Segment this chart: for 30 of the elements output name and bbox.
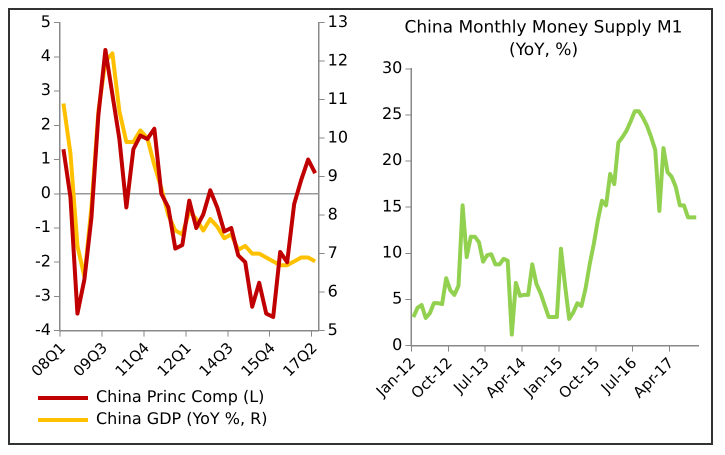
y2-tick-label: 5	[328, 320, 338, 339]
y2-tick-label: 7	[328, 242, 338, 262]
y-tick-label: 5	[40, 12, 51, 31]
y-tick-label: -2	[35, 251, 51, 270]
y-tick-label: 20	[382, 150, 402, 170]
y-tick-label: -1	[35, 217, 51, 236]
y-tick-label: 0	[40, 182, 51, 202]
y-tick-label: 3	[40, 80, 51, 100]
y2-tick-label: 8	[328, 204, 338, 224]
y-tick-label: 4	[40, 46, 51, 65]
y-tick-label: 0	[392, 334, 402, 354]
y2-tick-label: 12	[328, 50, 348, 70]
y2-tick-label: 11	[328, 88, 348, 108]
legend-label: China Princ Comp (L)	[96, 387, 264, 406]
y2-tick-label: 13	[328, 12, 348, 31]
y-tick-label: 1	[40, 148, 51, 168]
chart-title: China Monthly Money Supply M1	[404, 18, 683, 38]
legend-label: China GDP (YoY %, R)	[96, 409, 268, 428]
y2-tick-label: 6	[328, 281, 338, 300]
y-tick-label: -3	[35, 286, 51, 305]
y-tick-label: 10	[382, 242, 402, 262]
y2-tick-label: 9	[328, 166, 338, 185]
y-tick-label: 2	[40, 114, 51, 134]
y-tick-label: 15	[382, 196, 402, 216]
y-tick-label: 25	[382, 104, 402, 124]
y-tick-label: 30	[382, 58, 402, 77]
chart-subtitle: (YoY, %)	[508, 40, 578, 60]
y-tick-label: -4	[35, 320, 51, 339]
y-tick-label: 5	[392, 288, 402, 308]
y2-tick-label: 10	[328, 127, 348, 146]
